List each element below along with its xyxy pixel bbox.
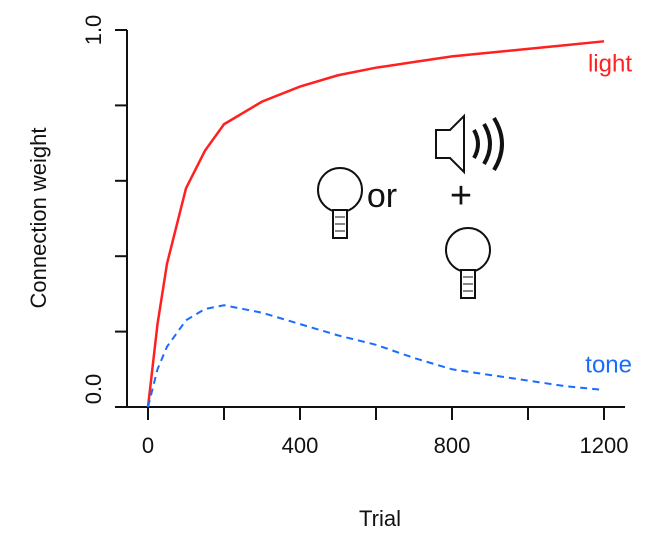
series-label: light (588, 51, 632, 78)
annotation-or: or (367, 177, 397, 215)
bulb-icon (445, 227, 491, 299)
x-tick-label: 1200 (580, 433, 629, 458)
annotation-plus: + (450, 175, 472, 217)
y-tick-label: 1.0 (81, 15, 106, 46)
x-axis-title: Trial (359, 506, 401, 531)
x-tick-label: 800 (434, 433, 471, 458)
y-tick-label: 0.0 (81, 374, 106, 405)
y-axis-title: Connection weight (26, 127, 51, 308)
series-line (147, 304, 605, 408)
bulb-icon (317, 167, 363, 239)
x-tick-label: 0 (142, 433, 154, 458)
speaker-icon (435, 113, 504, 175)
series-label: tone (585, 351, 632, 378)
series-line (146, 40, 605, 408)
x-tick-label: 400 (282, 433, 319, 458)
